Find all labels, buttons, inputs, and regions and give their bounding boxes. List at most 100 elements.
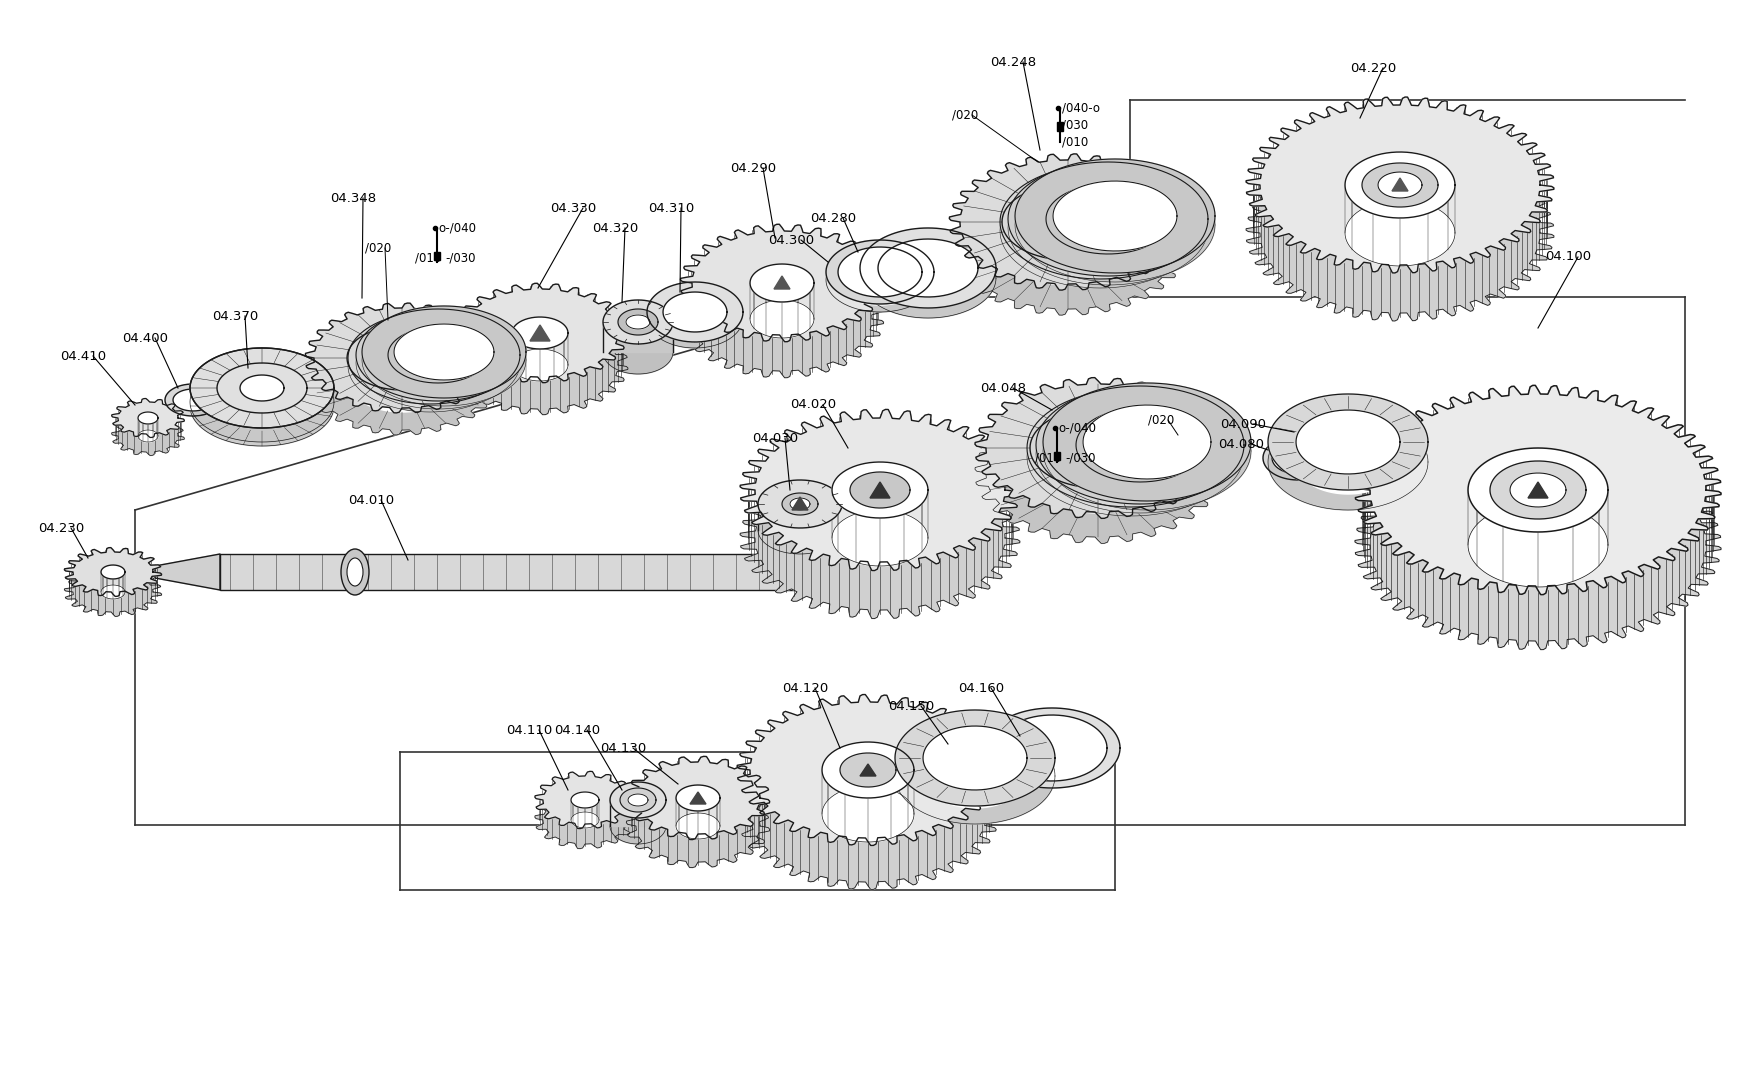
- Polygon shape: [1043, 383, 1251, 501]
- Polygon shape: [1027, 398, 1236, 516]
- Text: 04.140: 04.140: [555, 724, 600, 737]
- Text: 04.230: 04.230: [38, 521, 84, 534]
- Polygon shape: [1046, 193, 1171, 263]
- Polygon shape: [217, 363, 306, 413]
- Text: 04.310: 04.310: [648, 202, 695, 215]
- Text: -/030: -/030: [1066, 451, 1096, 464]
- Polygon shape: [1391, 178, 1409, 191]
- Polygon shape: [611, 782, 667, 818]
- Polygon shape: [1528, 482, 1549, 498]
- Text: /020: /020: [952, 109, 978, 121]
- Polygon shape: [102, 565, 124, 579]
- Polygon shape: [922, 726, 1027, 790]
- Polygon shape: [1003, 184, 1134, 261]
- Polygon shape: [1031, 408, 1166, 488]
- Polygon shape: [894, 728, 1055, 824]
- Polygon shape: [1354, 440, 1720, 650]
- Polygon shape: [894, 710, 1055, 806]
- Polygon shape: [513, 317, 569, 349]
- Polygon shape: [626, 756, 770, 839]
- Polygon shape: [536, 772, 635, 828]
- Polygon shape: [1377, 172, 1423, 198]
- Polygon shape: [1246, 145, 1554, 320]
- Polygon shape: [1346, 152, 1454, 218]
- Text: 04.080: 04.080: [1218, 437, 1264, 450]
- Polygon shape: [394, 332, 493, 388]
- Polygon shape: [1015, 159, 1214, 272]
- Polygon shape: [138, 412, 158, 424]
- Polygon shape: [984, 708, 1120, 788]
- Polygon shape: [681, 261, 884, 378]
- FancyBboxPatch shape: [220, 554, 870, 590]
- Polygon shape: [388, 327, 488, 383]
- Polygon shape: [838, 255, 922, 305]
- Text: 04.300: 04.300: [768, 233, 814, 246]
- Text: /030: /030: [1062, 119, 1088, 132]
- Bar: [1057, 122, 1062, 131]
- Polygon shape: [793, 497, 808, 510]
- Polygon shape: [362, 306, 527, 398]
- Polygon shape: [626, 785, 770, 868]
- Polygon shape: [676, 813, 719, 839]
- Polygon shape: [1068, 411, 1195, 485]
- Polygon shape: [452, 315, 628, 414]
- Text: 04.120: 04.120: [782, 681, 828, 694]
- Ellipse shape: [341, 549, 369, 595]
- Polygon shape: [1246, 97, 1554, 272]
- Polygon shape: [758, 506, 842, 554]
- Polygon shape: [348, 312, 513, 404]
- Polygon shape: [782, 493, 817, 514]
- Text: 04.160: 04.160: [957, 681, 1004, 694]
- Polygon shape: [611, 808, 667, 844]
- Polygon shape: [1046, 184, 1171, 254]
- Text: 04.020: 04.020: [789, 399, 836, 412]
- Polygon shape: [1264, 436, 1334, 480]
- Polygon shape: [604, 300, 674, 344]
- Polygon shape: [1297, 429, 1400, 494]
- Polygon shape: [975, 377, 1222, 519]
- Polygon shape: [346, 326, 457, 390]
- Polygon shape: [1346, 199, 1454, 266]
- Polygon shape: [191, 348, 334, 428]
- Polygon shape: [513, 349, 569, 382]
- Polygon shape: [1003, 209, 1134, 284]
- Text: /020: /020: [366, 242, 392, 254]
- Polygon shape: [648, 282, 744, 342]
- Polygon shape: [737, 694, 999, 846]
- Polygon shape: [1468, 448, 1608, 532]
- Polygon shape: [156, 554, 220, 590]
- Polygon shape: [949, 179, 1187, 315]
- Text: -/030: -/030: [444, 252, 476, 265]
- Ellipse shape: [108, 569, 117, 574]
- Polygon shape: [355, 317, 520, 409]
- Text: o-/040: o-/040: [438, 221, 476, 234]
- Polygon shape: [774, 276, 789, 289]
- Text: 04.290: 04.290: [730, 161, 777, 174]
- Polygon shape: [362, 314, 527, 405]
- Polygon shape: [831, 510, 928, 566]
- Polygon shape: [922, 744, 1027, 808]
- Polygon shape: [859, 228, 996, 308]
- Polygon shape: [1036, 395, 1244, 513]
- Polygon shape: [850, 472, 910, 508]
- Polygon shape: [1054, 190, 1178, 261]
- Bar: [1054, 452, 1060, 460]
- Polygon shape: [751, 300, 814, 338]
- Polygon shape: [628, 794, 648, 806]
- Text: 04.370: 04.370: [212, 310, 259, 323]
- Text: 04.048: 04.048: [980, 382, 1026, 395]
- Text: 04.110: 04.110: [506, 724, 553, 737]
- Polygon shape: [1269, 393, 1428, 490]
- Polygon shape: [240, 389, 284, 415]
- Text: 04.348: 04.348: [331, 192, 376, 205]
- Polygon shape: [676, 785, 719, 811]
- Polygon shape: [570, 792, 598, 808]
- Text: 04.130: 04.130: [600, 741, 646, 754]
- Polygon shape: [740, 458, 1020, 619]
- Polygon shape: [348, 320, 513, 412]
- Polygon shape: [530, 325, 550, 341]
- Polygon shape: [758, 504, 842, 530]
- Polygon shape: [997, 715, 1108, 782]
- Polygon shape: [1468, 502, 1608, 588]
- Text: 04.400: 04.400: [123, 331, 168, 344]
